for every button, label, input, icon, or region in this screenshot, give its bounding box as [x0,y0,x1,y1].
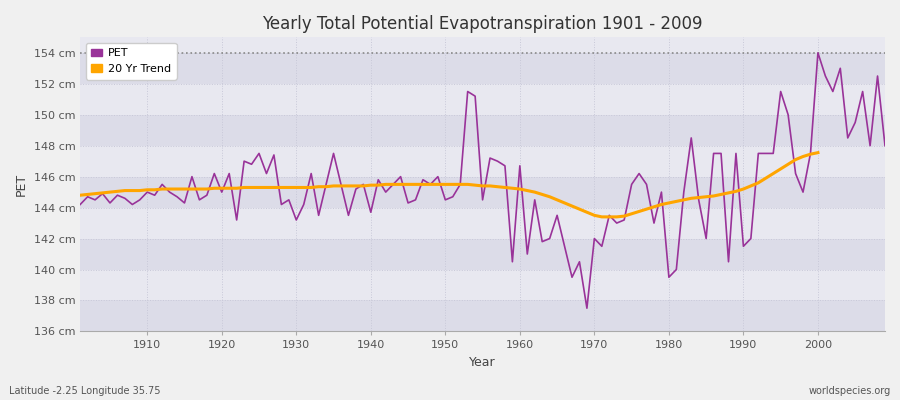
Y-axis label: PET: PET [15,173,28,196]
Title: Yearly Total Potential Evapotranspiration 1901 - 2009: Yearly Total Potential Evapotranspiratio… [262,15,703,33]
Bar [80,177,885,208]
Text: Latitude -2.25 Longitude 35.75: Latitude -2.25 Longitude 35.75 [9,386,160,396]
Legend: PET, 20 Yr Trend: PET, 20 Yr Trend [86,43,176,80]
Bar [80,270,885,300]
Bar [80,208,885,238]
Text: worldspecies.org: worldspecies.org [809,386,891,396]
Bar [80,146,885,177]
X-axis label: Year: Year [469,356,496,369]
Bar [80,53,885,84]
Bar [80,300,885,332]
Bar [80,238,885,270]
Bar [80,115,885,146]
Bar [80,84,885,115]
